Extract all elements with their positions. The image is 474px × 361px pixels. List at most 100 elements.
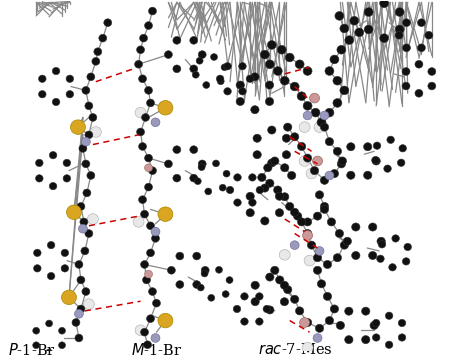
- Circle shape: [340, 86, 349, 95]
- Circle shape: [310, 166, 319, 175]
- Circle shape: [89, 114, 97, 121]
- Circle shape: [217, 78, 224, 85]
- Circle shape: [307, 241, 316, 249]
- Circle shape: [66, 91, 73, 98]
- Circle shape: [216, 266, 222, 273]
- Circle shape: [415, 60, 423, 68]
- Circle shape: [141, 210, 148, 218]
- Circle shape: [345, 307, 353, 315]
- Circle shape: [226, 277, 233, 283]
- Circle shape: [176, 252, 184, 260]
- Circle shape: [139, 34, 147, 42]
- Circle shape: [193, 280, 201, 288]
- Circle shape: [151, 227, 160, 236]
- Circle shape: [241, 293, 248, 300]
- Circle shape: [346, 143, 355, 151]
- Circle shape: [61, 249, 69, 257]
- Circle shape: [190, 65, 198, 73]
- Circle shape: [236, 97, 245, 105]
- Circle shape: [212, 160, 219, 167]
- Circle shape: [317, 280, 326, 288]
- Circle shape: [303, 230, 312, 238]
- Circle shape: [315, 324, 324, 332]
- Circle shape: [173, 36, 181, 44]
- Circle shape: [251, 298, 259, 306]
- Circle shape: [87, 73, 95, 81]
- Text: $\mathit{rac}$-7-Mes: $\mathit{rac}$-7-Mes: [258, 342, 333, 357]
- Circle shape: [75, 261, 83, 268]
- Circle shape: [398, 319, 406, 327]
- Circle shape: [138, 75, 146, 83]
- Circle shape: [373, 142, 381, 149]
- Circle shape: [320, 205, 328, 213]
- Circle shape: [395, 31, 403, 39]
- Circle shape: [404, 243, 411, 251]
- Circle shape: [315, 191, 324, 199]
- Circle shape: [336, 321, 345, 330]
- Circle shape: [320, 111, 329, 120]
- Circle shape: [325, 138, 334, 146]
- Circle shape: [219, 184, 226, 191]
- Circle shape: [275, 276, 284, 284]
- Circle shape: [428, 68, 436, 75]
- Circle shape: [385, 312, 393, 319]
- Circle shape: [216, 75, 224, 82]
- Circle shape: [275, 209, 283, 217]
- Circle shape: [241, 318, 248, 325]
- Circle shape: [246, 192, 255, 200]
- Circle shape: [142, 114, 149, 121]
- Circle shape: [62, 290, 76, 305]
- Circle shape: [77, 203, 85, 210]
- Circle shape: [46, 320, 53, 327]
- Circle shape: [251, 73, 259, 81]
- Circle shape: [425, 31, 433, 39]
- Circle shape: [323, 260, 332, 269]
- Circle shape: [323, 292, 332, 300]
- Circle shape: [317, 118, 326, 127]
- Circle shape: [80, 218, 88, 226]
- Circle shape: [340, 24, 349, 33]
- Circle shape: [63, 175, 71, 182]
- Circle shape: [145, 164, 153, 171]
- Circle shape: [290, 241, 299, 249]
- Circle shape: [83, 299, 94, 309]
- Circle shape: [345, 36, 354, 44]
- Circle shape: [36, 159, 43, 166]
- Circle shape: [352, 223, 360, 231]
- Circle shape: [418, 44, 425, 52]
- Circle shape: [303, 111, 312, 120]
- Circle shape: [271, 157, 279, 165]
- Circle shape: [333, 147, 342, 155]
- Circle shape: [249, 199, 256, 206]
- Circle shape: [265, 306, 274, 314]
- Circle shape: [303, 154, 312, 162]
- Circle shape: [335, 12, 344, 20]
- Circle shape: [402, 19, 410, 27]
- Circle shape: [263, 305, 271, 313]
- Circle shape: [144, 341, 152, 349]
- Circle shape: [281, 164, 289, 172]
- Circle shape: [66, 75, 73, 82]
- Circle shape: [313, 334, 322, 342]
- Circle shape: [389, 264, 396, 271]
- Circle shape: [224, 62, 231, 70]
- Circle shape: [291, 208, 299, 216]
- Circle shape: [281, 193, 289, 201]
- Circle shape: [428, 82, 436, 90]
- Circle shape: [38, 75, 46, 82]
- Circle shape: [297, 92, 306, 100]
- Circle shape: [298, 218, 306, 226]
- Circle shape: [145, 183, 153, 191]
- Circle shape: [82, 137, 91, 146]
- Circle shape: [330, 305, 338, 313]
- Circle shape: [85, 230, 93, 238]
- Circle shape: [260, 50, 269, 59]
- Circle shape: [173, 146, 181, 153]
- Circle shape: [192, 71, 199, 78]
- Circle shape: [167, 266, 175, 274]
- Circle shape: [38, 91, 46, 98]
- Circle shape: [302, 231, 312, 240]
- Circle shape: [63, 159, 71, 166]
- Circle shape: [61, 265, 69, 272]
- Circle shape: [300, 318, 310, 327]
